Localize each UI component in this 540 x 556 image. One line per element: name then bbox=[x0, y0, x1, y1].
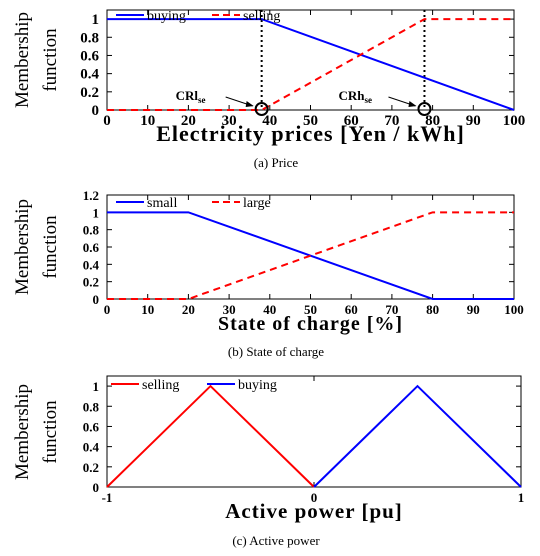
annotation-arrowhead bbox=[245, 101, 254, 107]
chart-caption: (c) Active power bbox=[232, 533, 320, 548]
legend-label: buying bbox=[147, 9, 186, 24]
threshold-marker bbox=[254, 102, 269, 116]
y-tick-label: 0.2 bbox=[83, 275, 99, 290]
x-axis-label: Active power [pu] bbox=[225, 499, 403, 523]
y-tick-label: 0.6 bbox=[83, 419, 100, 434]
legend-label: selling bbox=[243, 9, 280, 24]
y-tick-label: 0 bbox=[92, 103, 100, 119]
series-line-selling bbox=[107, 18, 514, 111]
y-tick-label: 1 bbox=[92, 12, 100, 28]
y-axis-label-line2: function bbox=[40, 28, 61, 92]
x-axis-label: State of charge [%] bbox=[218, 313, 403, 335]
y-tick-label: 0.2 bbox=[83, 460, 99, 475]
series-line-buying bbox=[313, 384, 522, 488]
y-tick-label: 0.4 bbox=[83, 257, 100, 272]
legend-label: small bbox=[147, 196, 177, 211]
x-tick-label: 30 bbox=[223, 302, 236, 317]
chart-caption: (b) State of charge bbox=[228, 344, 324, 359]
x-tick-label: 10 bbox=[141, 302, 154, 317]
x-tick-label: 60 bbox=[344, 113, 359, 129]
y-tick-label: 0.4 bbox=[83, 440, 100, 455]
x-tick-label: 90 bbox=[467, 302, 480, 317]
series-line-large bbox=[107, 211, 514, 300]
y-tick-label: 0.6 bbox=[83, 240, 100, 255]
x-tick-label: 60 bbox=[345, 302, 358, 317]
x-tick-label: 70 bbox=[384, 113, 399, 129]
y-tick-label: 0 bbox=[93, 480, 100, 495]
series-line-selling bbox=[106, 384, 315, 488]
x-tick-label: 30 bbox=[222, 113, 237, 129]
x-tick-label: 20 bbox=[182, 302, 195, 317]
x-tick-label: 0 bbox=[104, 302, 111, 317]
x-tick-label: 100 bbox=[503, 113, 526, 129]
y-tick-label: 0.6 bbox=[80, 48, 99, 64]
threshold-marker bbox=[417, 102, 432, 116]
annotation-arrowhead bbox=[408, 101, 417, 107]
x-tick-label: 40 bbox=[262, 113, 277, 129]
plot-frame bbox=[106, 9, 515, 111]
y-tick-label: 0.8 bbox=[83, 223, 100, 238]
x-axis-label: Electricity prices [Yen / kWh] bbox=[156, 121, 465, 146]
chart-panel-2: 0 0.2 0.4 0.6 0.8 1 1.2 0 10 20 30 40 50 60 70 80 90 100 s… bbox=[12, 188, 524, 359]
y-axis-label-line1: Membership bbox=[12, 199, 33, 295]
annotation-label: CRhse bbox=[338, 88, 372, 105]
x-tick-label: 0 bbox=[103, 113, 111, 129]
y-tick-label: 0.4 bbox=[80, 67, 99, 83]
legend-label: buying bbox=[238, 378, 277, 393]
series-line-buying bbox=[107, 18, 515, 111]
x-tick-label: 50 bbox=[304, 302, 317, 317]
x-tick-label: 70 bbox=[385, 302, 398, 317]
y-axis-label-line2: function bbox=[40, 215, 61, 279]
y-tick-label: 1 bbox=[93, 379, 100, 394]
y-tick-label: 0 bbox=[93, 292, 100, 307]
x-tick-label: 100 bbox=[504, 302, 524, 317]
y-axis-label-line1: Membership bbox=[12, 12, 33, 108]
x-tick-label: -1 bbox=[102, 490, 113, 505]
x-tick-label: 90 bbox=[466, 113, 481, 129]
x-tick-label: 40 bbox=[263, 302, 276, 317]
y-tick-label: 1.2 bbox=[83, 188, 99, 203]
y-axis-label-line2: function bbox=[40, 400, 61, 464]
y-axis-label-line1: Membership bbox=[12, 384, 33, 480]
y-tick-label: 0.2 bbox=[80, 85, 99, 101]
x-tick-label: 10 bbox=[140, 113, 155, 129]
y-tick-label: 0.8 bbox=[83, 399, 100, 414]
x-tick-label: 20 bbox=[181, 113, 196, 129]
chart-caption: (a) Price bbox=[254, 155, 299, 170]
legend-label: selling bbox=[142, 378, 179, 393]
chart-panel-1: 00.20.40.60.810 10 20 30 40 50 60 70 80 90 100CRls… bbox=[12, 9, 525, 170]
x-tick-label: 0 bbox=[311, 490, 318, 505]
y-tick-label: 1 bbox=[93, 205, 100, 220]
x-tick-label: 1 bbox=[518, 490, 525, 505]
x-tick-label: 80 bbox=[425, 113, 440, 129]
x-tick-label: 50 bbox=[303, 113, 318, 129]
y-tick-label: 0.8 bbox=[80, 30, 99, 46]
annotation-label: CRlse bbox=[176, 88, 206, 105]
x-tick-label: 80 bbox=[426, 302, 439, 317]
legend-label: large bbox=[243, 196, 271, 211]
